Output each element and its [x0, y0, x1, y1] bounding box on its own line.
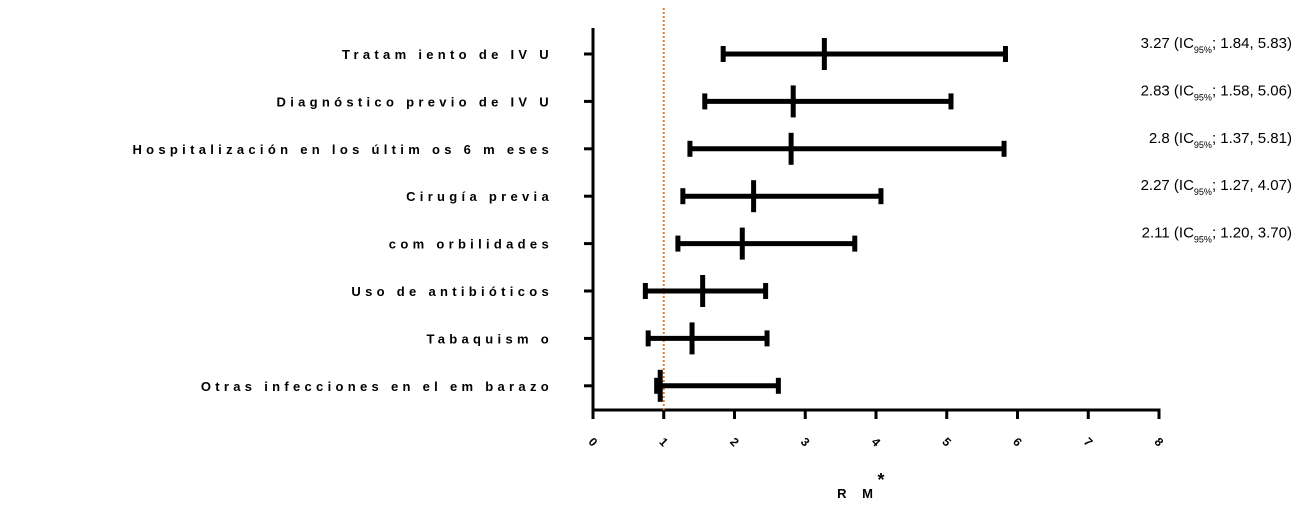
ci-annotation-est: 3.27 (IC [1141, 35, 1195, 52]
category-label: Cirugía previa [406, 189, 553, 204]
category-label: Tratam iento de IV U [342, 47, 553, 62]
category-label: Tabaquism o [426, 331, 553, 346]
category-label: com orbilidades [389, 237, 553, 252]
x-tick-label: 0 [586, 435, 601, 450]
ci-annotation-sub: 95% [1194, 235, 1212, 245]
ci-annotation: 3.27 (IC95%; 1.84, 5.83) [1141, 35, 1292, 55]
x-tick-label: 4 [869, 435, 884, 450]
x-tick-label: 1 [656, 435, 671, 450]
ci-annotation: 2.8 (IC95%; 1.37, 5.81) [1149, 130, 1292, 150]
x-axis-title-star: * [877, 470, 884, 490]
ci-annotation-est: 2.8 (IC [1149, 130, 1194, 147]
ci-annotation-sub: 95% [1194, 140, 1212, 150]
ci-annotation-est: 2.11 (IC [1142, 225, 1194, 242]
ci-annotation-sub: 95% [1194, 92, 1212, 102]
ci-annotation: 2.27 (IC95%; 1.27, 4.07) [1141, 177, 1292, 197]
ci-annotation: 2.11 (IC95%; 1.20, 3.70) [1142, 225, 1292, 245]
ci-annotation-sub: 95% [1194, 45, 1212, 55]
category-label: Otras infecciones en el em barazo [201, 379, 553, 394]
x-tick-label: 6 [1010, 435, 1025, 450]
ci-annotation-est: 2.83 (IC [1141, 82, 1195, 99]
ci-annotation-rest: ; 1.27, 4.07) [1212, 177, 1292, 194]
ci-annotation-rest: ; 1.20, 3.70) [1212, 225, 1292, 242]
x-tick-label: 2 [727, 435, 742, 450]
ci-annotation-rest: ; 1.37, 5.81) [1212, 130, 1292, 147]
ci-annotation-sub: 95% [1194, 187, 1212, 197]
x-tick-label: 8 [1152, 435, 1167, 450]
x-axis-title: R M [837, 486, 879, 501]
x-tick-label: 7 [1081, 435, 1096, 450]
ci-annotation-rest: ; 1.84, 5.83) [1212, 35, 1292, 52]
ci-annotation-est: 2.27 (IC [1141, 177, 1195, 194]
category-label: Diagnóstico previo de IV U [277, 94, 554, 109]
category-label: Hospitalización en los últim os 6 m eses [132, 142, 553, 157]
x-tick-label: 5 [939, 435, 954, 450]
ci-annotation: 2.83 (IC95%; 1.58, 5.06) [1141, 82, 1292, 102]
category-label: Uso de antibióticos [351, 284, 553, 299]
x-tick-label: 3 [798, 435, 813, 450]
ci-annotation-rest: ; 1.58, 5.06) [1212, 82, 1292, 99]
